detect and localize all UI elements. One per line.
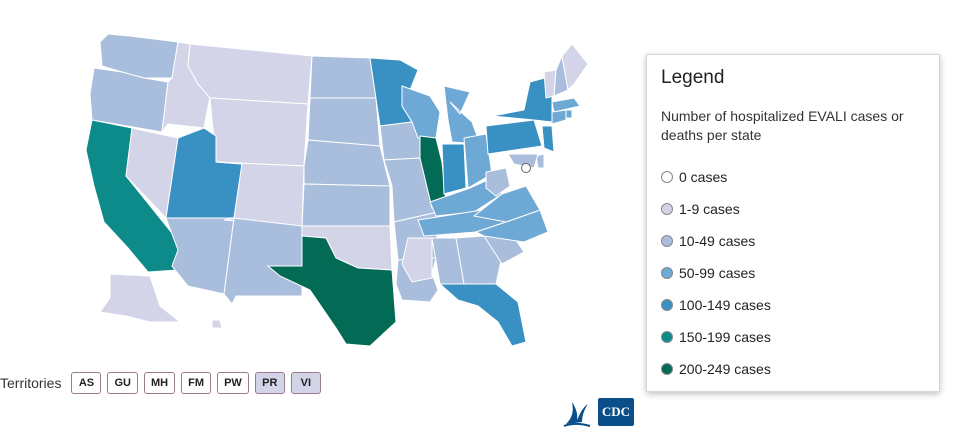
legend-item-label: 10-49 cases (679, 233, 756, 249)
territories-label: Territories (0, 375, 62, 391)
state-az[interactable] (165, 217, 235, 295)
legend-subtitle: Number of hospitalized EVALI cases or de… (661, 108, 904, 143)
territory-button-fm[interactable]: FM (181, 372, 212, 394)
legend-item: 1-9 cases (661, 193, 925, 225)
us-choropleth-map (40, 26, 600, 356)
state-ms[interactable] (401, 237, 433, 283)
legend-item: 150-199 cases (661, 321, 925, 353)
territory-button-pw[interactable]: PW (217, 372, 249, 394)
territory-buttons: AS GU MH FM PW PR VI (71, 372, 321, 394)
legend-item: 50-99 cases (661, 257, 925, 289)
legend-item: 200-249 cases (661, 353, 925, 385)
legend-swatch-icon (661, 171, 673, 183)
territory-button-vi[interactable]: VI (290, 372, 321, 394)
legend-swatch-icon (661, 267, 673, 279)
legend-list: 0 cases 1-9 cases 10-49 cases 50-99 cases 10… (661, 161, 925, 385)
state-wv[interactable] (485, 167, 511, 197)
state-ga[interactable] (455, 235, 503, 285)
state-ri[interactable] (565, 109, 573, 119)
state-nj[interactable] (541, 125, 555, 153)
state-dc[interactable] (521, 163, 531, 173)
cdc-logo: CDC (598, 398, 634, 426)
legend-item: 0 cases (661, 161, 925, 193)
state-mi[interactable] (443, 85, 481, 145)
legend-item-label: 150-199 cases (679, 329, 771, 345)
legend-swatch-icon (661, 235, 673, 247)
map-canvas (85, 33, 589, 347)
legend-item-label: 0 cases (679, 169, 728, 185)
state-hi[interactable] (211, 319, 223, 329)
legend-swatch-icon (661, 363, 673, 375)
agency-logos: CDC (562, 396, 634, 428)
state-in[interactable] (441, 143, 467, 195)
legend-item: 10-49 cases (661, 225, 925, 257)
territories-bar: Territories AS GU MH FM PW PR VI (0, 371, 321, 395)
state-me[interactable] (561, 43, 589, 92)
state-nm[interactable] (223, 217, 303, 305)
legend-item-label: 200-249 cases (679, 361, 771, 377)
state-ny[interactable] (491, 75, 553, 123)
state-ks[interactable] (301, 183, 391, 227)
legend-panel: Legend Number of hospitalized EVALI case… (646, 54, 940, 392)
legend-swatch-icon (661, 299, 673, 311)
legend-item-label: 1-9 cases (679, 201, 740, 217)
state-nd[interactable] (309, 55, 377, 99)
state-sd[interactable] (307, 97, 381, 147)
state-ak[interactable] (99, 273, 182, 323)
state-va[interactable] (472, 185, 541, 223)
territory-button-gu[interactable]: GU (107, 372, 138, 394)
state-pa[interactable] (485, 119, 543, 155)
state-ct[interactable] (551, 109, 567, 125)
state-wy[interactable] (209, 97, 309, 167)
state-de[interactable] (535, 153, 545, 169)
legend-item: 100-149 cases (661, 289, 925, 321)
legend-title: Legend (661, 67, 725, 88)
state-ma[interactable] (551, 97, 581, 113)
state-fl[interactable] (438, 283, 527, 347)
legend-item-label: 100-149 cases (679, 297, 771, 313)
territory-button-mh[interactable]: MH (143, 372, 176, 394)
territory-button-as[interactable]: AS (71, 372, 102, 394)
state-md[interactable] (507, 153, 539, 169)
legend-item-label: 50-99 cases (679, 265, 756, 281)
state-tx[interactable] (266, 235, 397, 347)
hhs-eagle-icon (563, 402, 591, 427)
legend-swatch-icon (661, 203, 673, 215)
territory-button-pr[interactable]: PR (254, 372, 285, 394)
state-ne[interactable] (303, 139, 391, 187)
legend-swatch-icon (661, 331, 673, 343)
